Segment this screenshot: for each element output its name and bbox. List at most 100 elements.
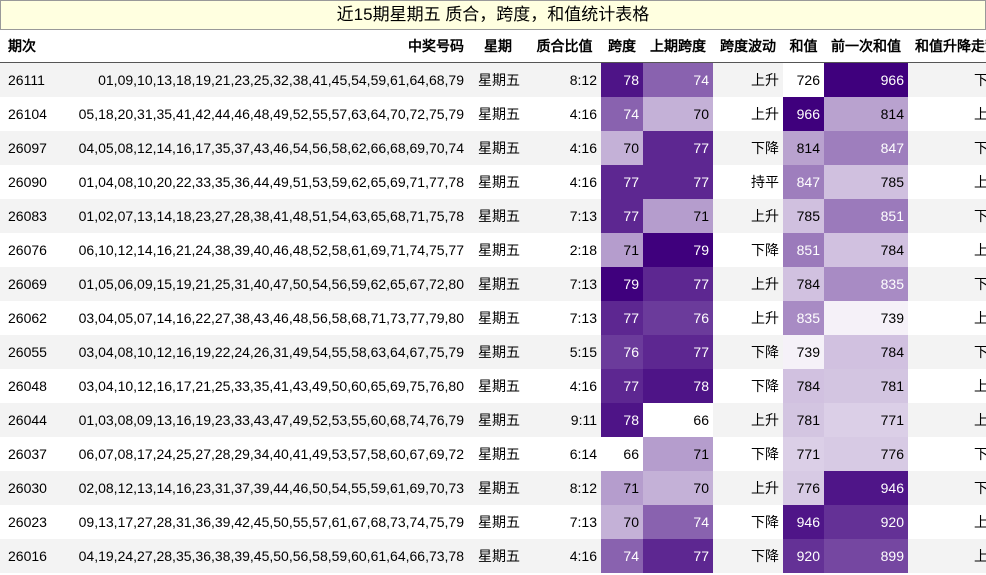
cell-trend: 上升 bbox=[908, 403, 986, 437]
cell-ratio: 4:16 bbox=[528, 539, 601, 573]
cell-week: 星期五 bbox=[468, 437, 528, 471]
cell-prev-span: 76 bbox=[643, 301, 713, 335]
cell-week: 星期五 bbox=[468, 539, 528, 573]
cell-nums: 02,08,12,13,14,16,23,31,37,39,44,46,50,5… bbox=[62, 471, 468, 505]
cell-qi: 26048 bbox=[0, 369, 62, 403]
table-row[interactable]: 26055 03,04,08,10,12,16,19,22,24,26,31,49… bbox=[0, 335, 986, 369]
cell-prev-sum: 784 bbox=[824, 335, 908, 369]
table-row[interactable]: 26090 01,04,08,10,20,22,33,35,36,44,49,51… bbox=[0, 165, 986, 199]
cell-week: 星期五 bbox=[468, 471, 528, 505]
table-row[interactable]: 26062 03,04,05,07,14,16,22,27,38,43,46,48… bbox=[0, 301, 986, 335]
cell-prev-sum: 847 bbox=[824, 131, 908, 165]
cell-trend: 下降 bbox=[908, 335, 986, 369]
cell-nums: 06,07,08,17,24,25,27,28,29,34,40,41,49,5… bbox=[62, 437, 468, 471]
cell-prev-sum: 784 bbox=[824, 233, 908, 267]
cell-qi: 26111 bbox=[0, 62, 62, 97]
table-row[interactable]: 26104 05,18,20,31,35,41,42,44,46,48,49,52… bbox=[0, 97, 986, 131]
table-body: 26111 01,09,10,13,18,19,21,23,25,32,38,41… bbox=[0, 62, 986, 573]
header-trend[interactable]: 和值升降走势 bbox=[908, 30, 986, 63]
cell-ratio: 2:18 bbox=[528, 233, 601, 267]
stats-table: 期次 中奖号码 星期 质合比值 跨度 上期跨度 跨度波动 和值 前一次和值 和值… bbox=[0, 30, 986, 573]
cell-prev-sum: 966 bbox=[824, 62, 908, 97]
cell-span: 79 bbox=[601, 267, 643, 301]
table-row[interactable]: 26048 03,04,10,12,16,17,21,25,33,35,41,43… bbox=[0, 369, 986, 403]
cell-sum: 785 bbox=[783, 199, 824, 233]
cell-nums: 03,04,10,12,16,17,21,25,33,35,41,43,49,5… bbox=[62, 369, 468, 403]
cell-sum: 920 bbox=[783, 539, 824, 573]
cell-prev-sum: 771 bbox=[824, 403, 908, 437]
table-row[interactable]: 26023 09,13,17,27,28,31,36,39,42,45,50,55… bbox=[0, 505, 986, 539]
table-row[interactable]: 26097 04,05,08,12,14,16,17,35,37,43,46,54… bbox=[0, 131, 986, 165]
cell-span-wave: 下降 bbox=[713, 233, 783, 267]
cell-span-wave: 下降 bbox=[713, 505, 783, 539]
cell-prev-span: 77 bbox=[643, 267, 713, 301]
cell-qi: 26030 bbox=[0, 471, 62, 505]
cell-prev-span: 66 bbox=[643, 403, 713, 437]
header-span-wave[interactable]: 跨度波动 bbox=[713, 30, 783, 63]
cell-ratio: 4:16 bbox=[528, 369, 601, 403]
header-week[interactable]: 星期 bbox=[468, 30, 528, 63]
cell-ratio: 7:13 bbox=[528, 199, 601, 233]
cell-qi: 26097 bbox=[0, 131, 62, 165]
header-sum[interactable]: 和值 bbox=[783, 30, 824, 63]
cell-span-wave: 下降 bbox=[713, 131, 783, 165]
cell-week: 星期五 bbox=[468, 97, 528, 131]
cell-trend: 下降 bbox=[908, 131, 986, 165]
table-title: 近15期星期五 质合，跨度，和值统计表格 bbox=[0, 0, 986, 30]
cell-prev-sum: 781 bbox=[824, 369, 908, 403]
cell-sum: 771 bbox=[783, 437, 824, 471]
cell-week: 星期五 bbox=[468, 233, 528, 267]
table-row[interactable]: 26111 01,09,10,13,18,19,21,23,25,32,38,41… bbox=[0, 62, 986, 97]
cell-prev-span: 70 bbox=[643, 97, 713, 131]
cell-ratio: 8:12 bbox=[528, 471, 601, 505]
table-row[interactable]: 26016 04,19,24,27,28,35,36,38,39,45,50,56… bbox=[0, 539, 986, 573]
cell-qi: 26104 bbox=[0, 97, 62, 131]
cell-trend: 下降 bbox=[908, 267, 986, 301]
table-row[interactable]: 26083 01,02,07,13,14,18,23,27,28,38,41,48… bbox=[0, 199, 986, 233]
cell-ratio: 8:12 bbox=[528, 62, 601, 97]
cell-span: 77 bbox=[601, 369, 643, 403]
cell-qi: 26055 bbox=[0, 335, 62, 369]
cell-week: 星期五 bbox=[468, 131, 528, 165]
table-row[interactable]: 26076 06,10,12,14,16,21,24,38,39,40,46,48… bbox=[0, 233, 986, 267]
cell-ratio: 7:13 bbox=[528, 301, 601, 335]
cell-trend: 下降 bbox=[908, 62, 986, 97]
cell-qi: 26023 bbox=[0, 505, 62, 539]
table-row[interactable]: 26044 01,03,08,09,13,16,19,23,33,43,47,49… bbox=[0, 403, 986, 437]
cell-prev-span: 77 bbox=[643, 335, 713, 369]
cell-ratio: 4:16 bbox=[528, 165, 601, 199]
cell-week: 星期五 bbox=[468, 199, 528, 233]
header-nums[interactable]: 中奖号码 bbox=[62, 30, 468, 63]
cell-prev-sum: 851 bbox=[824, 199, 908, 233]
cell-span-wave: 上升 bbox=[713, 267, 783, 301]
cell-prev-span: 77 bbox=[643, 539, 713, 573]
cell-trend: 下降 bbox=[908, 437, 986, 471]
cell-sum: 835 bbox=[783, 301, 824, 335]
cell-prev-span: 77 bbox=[643, 165, 713, 199]
table-row[interactable]: 26030 02,08,12,13,14,16,23,31,37,39,44,46… bbox=[0, 471, 986, 505]
header-prev-span[interactable]: 上期跨度 bbox=[643, 30, 713, 63]
cell-nums: 01,04,08,10,20,22,33,35,36,44,49,51,53,5… bbox=[62, 165, 468, 199]
cell-sum: 851 bbox=[783, 233, 824, 267]
header-span[interactable]: 跨度 bbox=[601, 30, 643, 63]
cell-trend: 上升 bbox=[908, 539, 986, 573]
header-qi[interactable]: 期次 bbox=[0, 30, 62, 63]
cell-prev-sum: 814 bbox=[824, 97, 908, 131]
header-prev-sum[interactable]: 前一次和值 bbox=[824, 30, 908, 63]
cell-span: 78 bbox=[601, 62, 643, 97]
cell-span-wave: 上升 bbox=[713, 62, 783, 97]
cell-prev-span: 78 bbox=[643, 369, 713, 403]
table-row[interactable]: 26037 06,07,08,17,24,25,27,28,29,34,40,41… bbox=[0, 437, 986, 471]
cell-week: 星期五 bbox=[468, 369, 528, 403]
cell-nums: 04,05,08,12,14,16,17,35,37,43,46,54,56,5… bbox=[62, 131, 468, 165]
cell-week: 星期五 bbox=[468, 62, 528, 97]
cell-span: 78 bbox=[601, 403, 643, 437]
cell-nums: 06,10,12,14,16,21,24,38,39,40,46,48,52,5… bbox=[62, 233, 468, 267]
cell-week: 星期五 bbox=[468, 301, 528, 335]
header-ratio[interactable]: 质合比值 bbox=[528, 30, 601, 63]
cell-prev-sum: 739 bbox=[824, 301, 908, 335]
cell-qi: 26090 bbox=[0, 165, 62, 199]
cell-span: 71 bbox=[601, 471, 643, 505]
table-row[interactable]: 26069 01,05,06,09,15,19,21,25,31,40,47,50… bbox=[0, 267, 986, 301]
cell-span: 71 bbox=[601, 233, 643, 267]
